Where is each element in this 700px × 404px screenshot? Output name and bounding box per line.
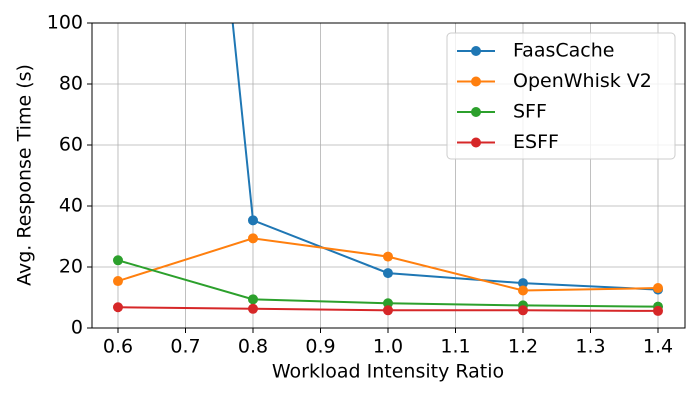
y-tick-label: 100 <box>47 12 83 34</box>
point <box>112 255 123 266</box>
y-tick-label: 40 <box>59 195 83 217</box>
legend-marker <box>471 107 481 117</box>
point <box>247 233 258 244</box>
x-tick-label: 1.3 <box>575 336 605 358</box>
point <box>247 215 258 226</box>
y-tick-label: 60 <box>59 134 83 156</box>
legend-box <box>446 32 676 160</box>
point <box>517 285 528 296</box>
x-tick-label: 0.8 <box>238 336 268 358</box>
x-tick-label: 0.9 <box>305 336 335 358</box>
point <box>382 251 393 262</box>
x-tick-label: 0.6 <box>103 336 133 358</box>
y-axis-label: Avg. Response Time (s) <box>14 64 36 286</box>
legend: FaasCache OpenWhisk V2 SFF ESFF <box>446 32 676 160</box>
point <box>517 278 528 289</box>
x-tick-label: 1.0 <box>373 336 403 358</box>
point <box>382 305 393 316</box>
point <box>652 283 663 294</box>
x-tick-label: 0.7 <box>170 336 200 358</box>
point <box>112 302 123 313</box>
legend-label: SFF <box>513 101 547 123</box>
point <box>382 268 393 279</box>
legend-label: ESFF <box>513 131 559 153</box>
plot-area <box>112 23 663 316</box>
x-tick-label: 1.2 <box>508 336 538 358</box>
y-tick-label: 20 <box>59 256 83 278</box>
x-axis-label: Workload Intensity Ratio <box>272 361 504 383</box>
legend-marker <box>471 46 481 56</box>
x-tick-label: 1.1 <box>440 336 470 358</box>
plot-frame <box>91 22 686 329</box>
point <box>112 276 123 287</box>
point <box>247 303 258 314</box>
point <box>382 298 393 309</box>
legend-marker <box>471 76 481 87</box>
legend-label: OpenWhisk V2 <box>513 70 652 92</box>
point <box>652 305 663 316</box>
legend-label: FaasCache <box>513 40 614 62</box>
y-tick-label: 0 <box>71 317 83 339</box>
point <box>517 305 528 316</box>
x-tick-label: 1.4 <box>643 336 673 358</box>
y-tick-label: 80 <box>59 73 83 95</box>
point <box>247 294 258 305</box>
legend-marker <box>471 137 481 148</box>
